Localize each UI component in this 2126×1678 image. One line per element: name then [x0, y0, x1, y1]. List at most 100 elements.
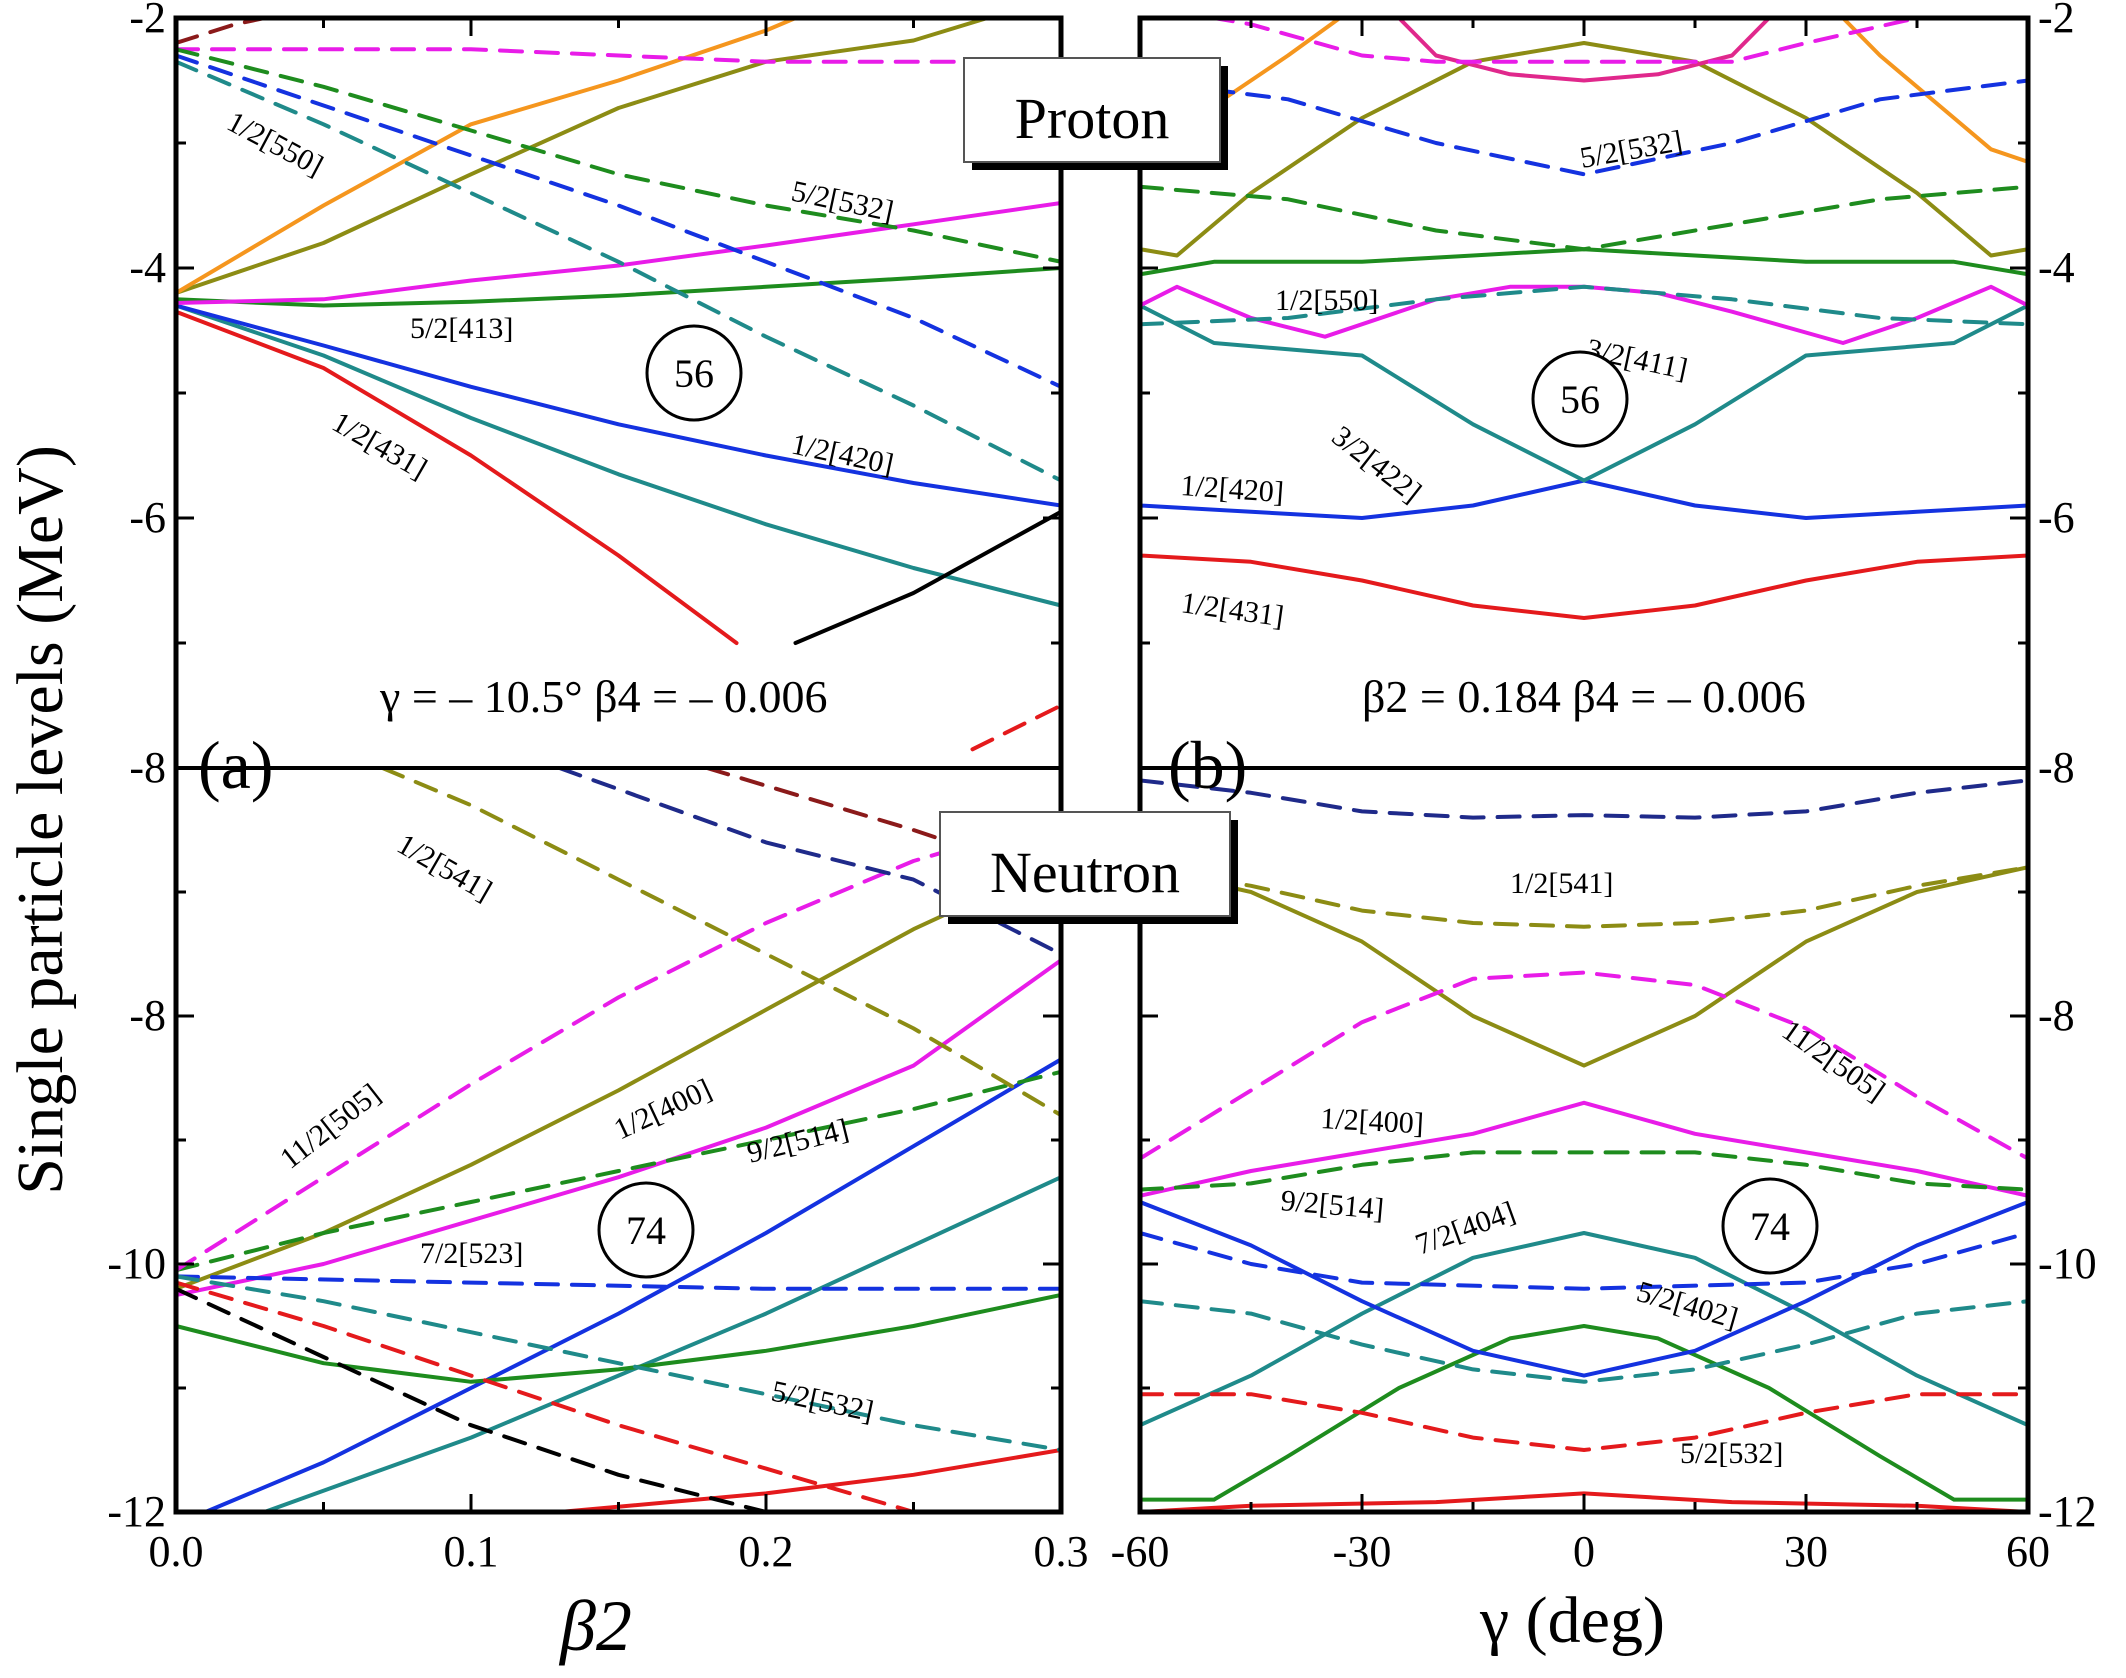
- series-line-9-2-514--dashed: [176, 1069, 1061, 1273]
- series-line-1-2-550--dashed: [1140, 284, 2028, 327]
- series-line-1-2-420--solid: [176, 303, 1061, 508]
- neutron-label: Neutron: [990, 840, 1180, 905]
- series-line-1-2-400--solid: [176, 958, 1061, 1297]
- series-line-1-2-400--solid: [1140, 1100, 2028, 1198]
- proton-label: Proton: [1015, 86, 1170, 151]
- panel-a-param-text: γ = – 10.5° β4 = – 0.006: [379, 671, 828, 722]
- orbital-label: 11/2[505]: [274, 1077, 387, 1175]
- y-tick-label: -10: [2038, 1239, 2097, 1288]
- series-line-unlabeled-dashed: [970, 703, 1061, 752]
- series-line-11-2-505--dashed: [176, 815, 1061, 1273]
- y-tick-label: -4: [129, 243, 166, 292]
- series-line-unlabeled-solid: [793, 509, 1061, 645]
- magic-74-a: 74: [597, 1181, 695, 1279]
- orbital-label: 9/2[514]: [744, 1113, 852, 1170]
- orbital-label: 5/2[532]: [1680, 1437, 1783, 1470]
- series-line-unlabeled-solid: [1140, 865, 2028, 1068]
- series-line-1-2-541--dashed: [380, 768, 1061, 1118]
- magic-74-b: 74: [1721, 1177, 1819, 1275]
- series-line-unlabeled-solid: [176, 201, 1061, 305]
- orbital-label: 1/2[400]: [609, 1073, 717, 1147]
- series-line-unlabeled-solid: [176, 303, 1061, 608]
- x-tick-label: 0.2: [739, 1527, 794, 1576]
- svg-text:74: 74: [1750, 1204, 1790, 1249]
- series-line-1-2-541--dashed: [1140, 865, 2028, 929]
- x-tick-label: 0.1: [444, 1527, 499, 1576]
- series-line-unlabeled-dashed: [1140, 1299, 2028, 1384]
- orbital-label: 1/2[420]: [789, 428, 897, 482]
- series-line-unlabeled-solid: [1140, 41, 2028, 258]
- series-line-3-2-411--solid: [1140, 284, 2028, 345]
- series-line-5-2-532--dashed: [176, 47, 1061, 264]
- series-line-unlabeled-dashed: [176, 47, 1061, 64]
- y-axis-title: Single particle levels (MeV): [4, 445, 77, 1195]
- x-tick-label: 60: [2006, 1527, 2050, 1576]
- proton-label-box: Proton: [963, 57, 1228, 170]
- svg-text:γ (deg): γ (deg): [1479, 1584, 1665, 1657]
- svg-text:56: 56: [1560, 377, 1600, 422]
- y-tick-label: -8: [2038, 743, 2075, 792]
- series-line-9-2-514--dashed: [1140, 1150, 2028, 1192]
- svg-text:56: 56: [674, 351, 714, 396]
- orbital-label: 1/2[400]: [1320, 1102, 1425, 1140]
- orbital-label: 7/2[523]: [420, 1237, 523, 1270]
- panel-b-proton: [1140, 18, 2028, 620]
- orbital-label: 1/2[541]: [392, 827, 498, 907]
- orbital-label: 11/2[505]: [1776, 1014, 1891, 1108]
- panel-a-tag: (a): [198, 727, 273, 803]
- y-tick-label: -12: [2038, 1487, 2097, 1536]
- series-line-unlabeled-solid: [203, 1057, 1061, 1512]
- series-line-5-2-532--dashed: [1140, 1392, 2028, 1452]
- x-tick-label: 0: [1573, 1527, 1595, 1576]
- series-line-unlabeled-solid: [1397, 18, 1771, 83]
- y-tick-label: -2: [129, 0, 166, 42]
- series-line-unlabeled-solid: [1140, 1324, 2028, 1502]
- orbital-label: 1/2[431]: [327, 405, 433, 485]
- orbital-label: 1/2[431]: [1179, 586, 1286, 633]
- y-tick-label: -6: [2038, 493, 2075, 542]
- series-line-unlabeled-solid: [557, 1448, 1061, 1512]
- panel-a-frame: [173, 15, 1064, 1515]
- series-line-unlabeled-solid: [1140, 247, 2028, 277]
- series-line-unlabeled-dashed: [705, 768, 1061, 882]
- neutron-label-box: Neutron: [939, 811, 1238, 924]
- series-line-unlabeled-solid: [1841, 18, 2028, 164]
- series-line-unlabeled-solid: [262, 1175, 1061, 1512]
- series-line-7-2-404--solid: [1140, 1231, 2028, 1428]
- orbital-label: 1/2[550]: [1275, 284, 1378, 317]
- y-tick-label: -12: [107, 1487, 166, 1536]
- y-tick-label: -10: [107, 1239, 166, 1288]
- series-line-unlabeled-solid: [176, 18, 990, 295]
- orbital-label: 3/2[422]: [1326, 420, 1428, 510]
- series-line-unlabeled-dashed: [1140, 184, 2028, 252]
- x-tick-label: 0.0: [149, 1527, 204, 1576]
- y-tick-label: -8: [129, 743, 166, 792]
- x-tick-label: 30: [1784, 1527, 1828, 1576]
- series-line-unlabeled-dashed: [176, 53, 1061, 389]
- svg-text:74: 74: [626, 1208, 666, 1253]
- magic-56-a: 56: [645, 324, 743, 422]
- x-axis-title-a: β2: [558, 1586, 632, 1666]
- y-tick-label: -2: [2038, 0, 2075, 42]
- panel-a-proton: [176, 18, 1061, 752]
- orbital-label: 5/2[413]: [410, 312, 513, 345]
- x-tick-label: 0.3: [1034, 1527, 1089, 1576]
- panel-b-param-text: β2 = 0.184 β4 = – 0.006: [1362, 671, 1806, 722]
- series-line-unlabeled-dashed: [176, 1286, 768, 1512]
- orbital-label: 9/2[514]: [1279, 1184, 1385, 1226]
- panel-a-neutron: [176, 768, 1061, 1512]
- series-line-3-2-422--solid: [1140, 303, 2028, 483]
- y-tick-label: -4: [2038, 243, 2075, 292]
- series-line-1-2-550--dashed: [176, 59, 1061, 483]
- orbital-label: 1/2[541]: [1510, 867, 1613, 900]
- magic-56-b: 56: [1531, 350, 1629, 448]
- series-line-5-2-532--dashed: [176, 1274, 1061, 1452]
- series-line-unlabeled-dashed: [1140, 778, 2028, 820]
- x-axis-title-b: γ (deg): [1479, 1584, 1665, 1657]
- series-line-1-2-431--solid: [1140, 553, 2028, 620]
- y-tick-label: -8: [2038, 991, 2075, 1040]
- series-line-unlabeled-solid: [176, 18, 798, 295]
- y-tick-label: -8: [129, 991, 166, 1040]
- series-line-11-2-505--dashed: [1140, 970, 2028, 1161]
